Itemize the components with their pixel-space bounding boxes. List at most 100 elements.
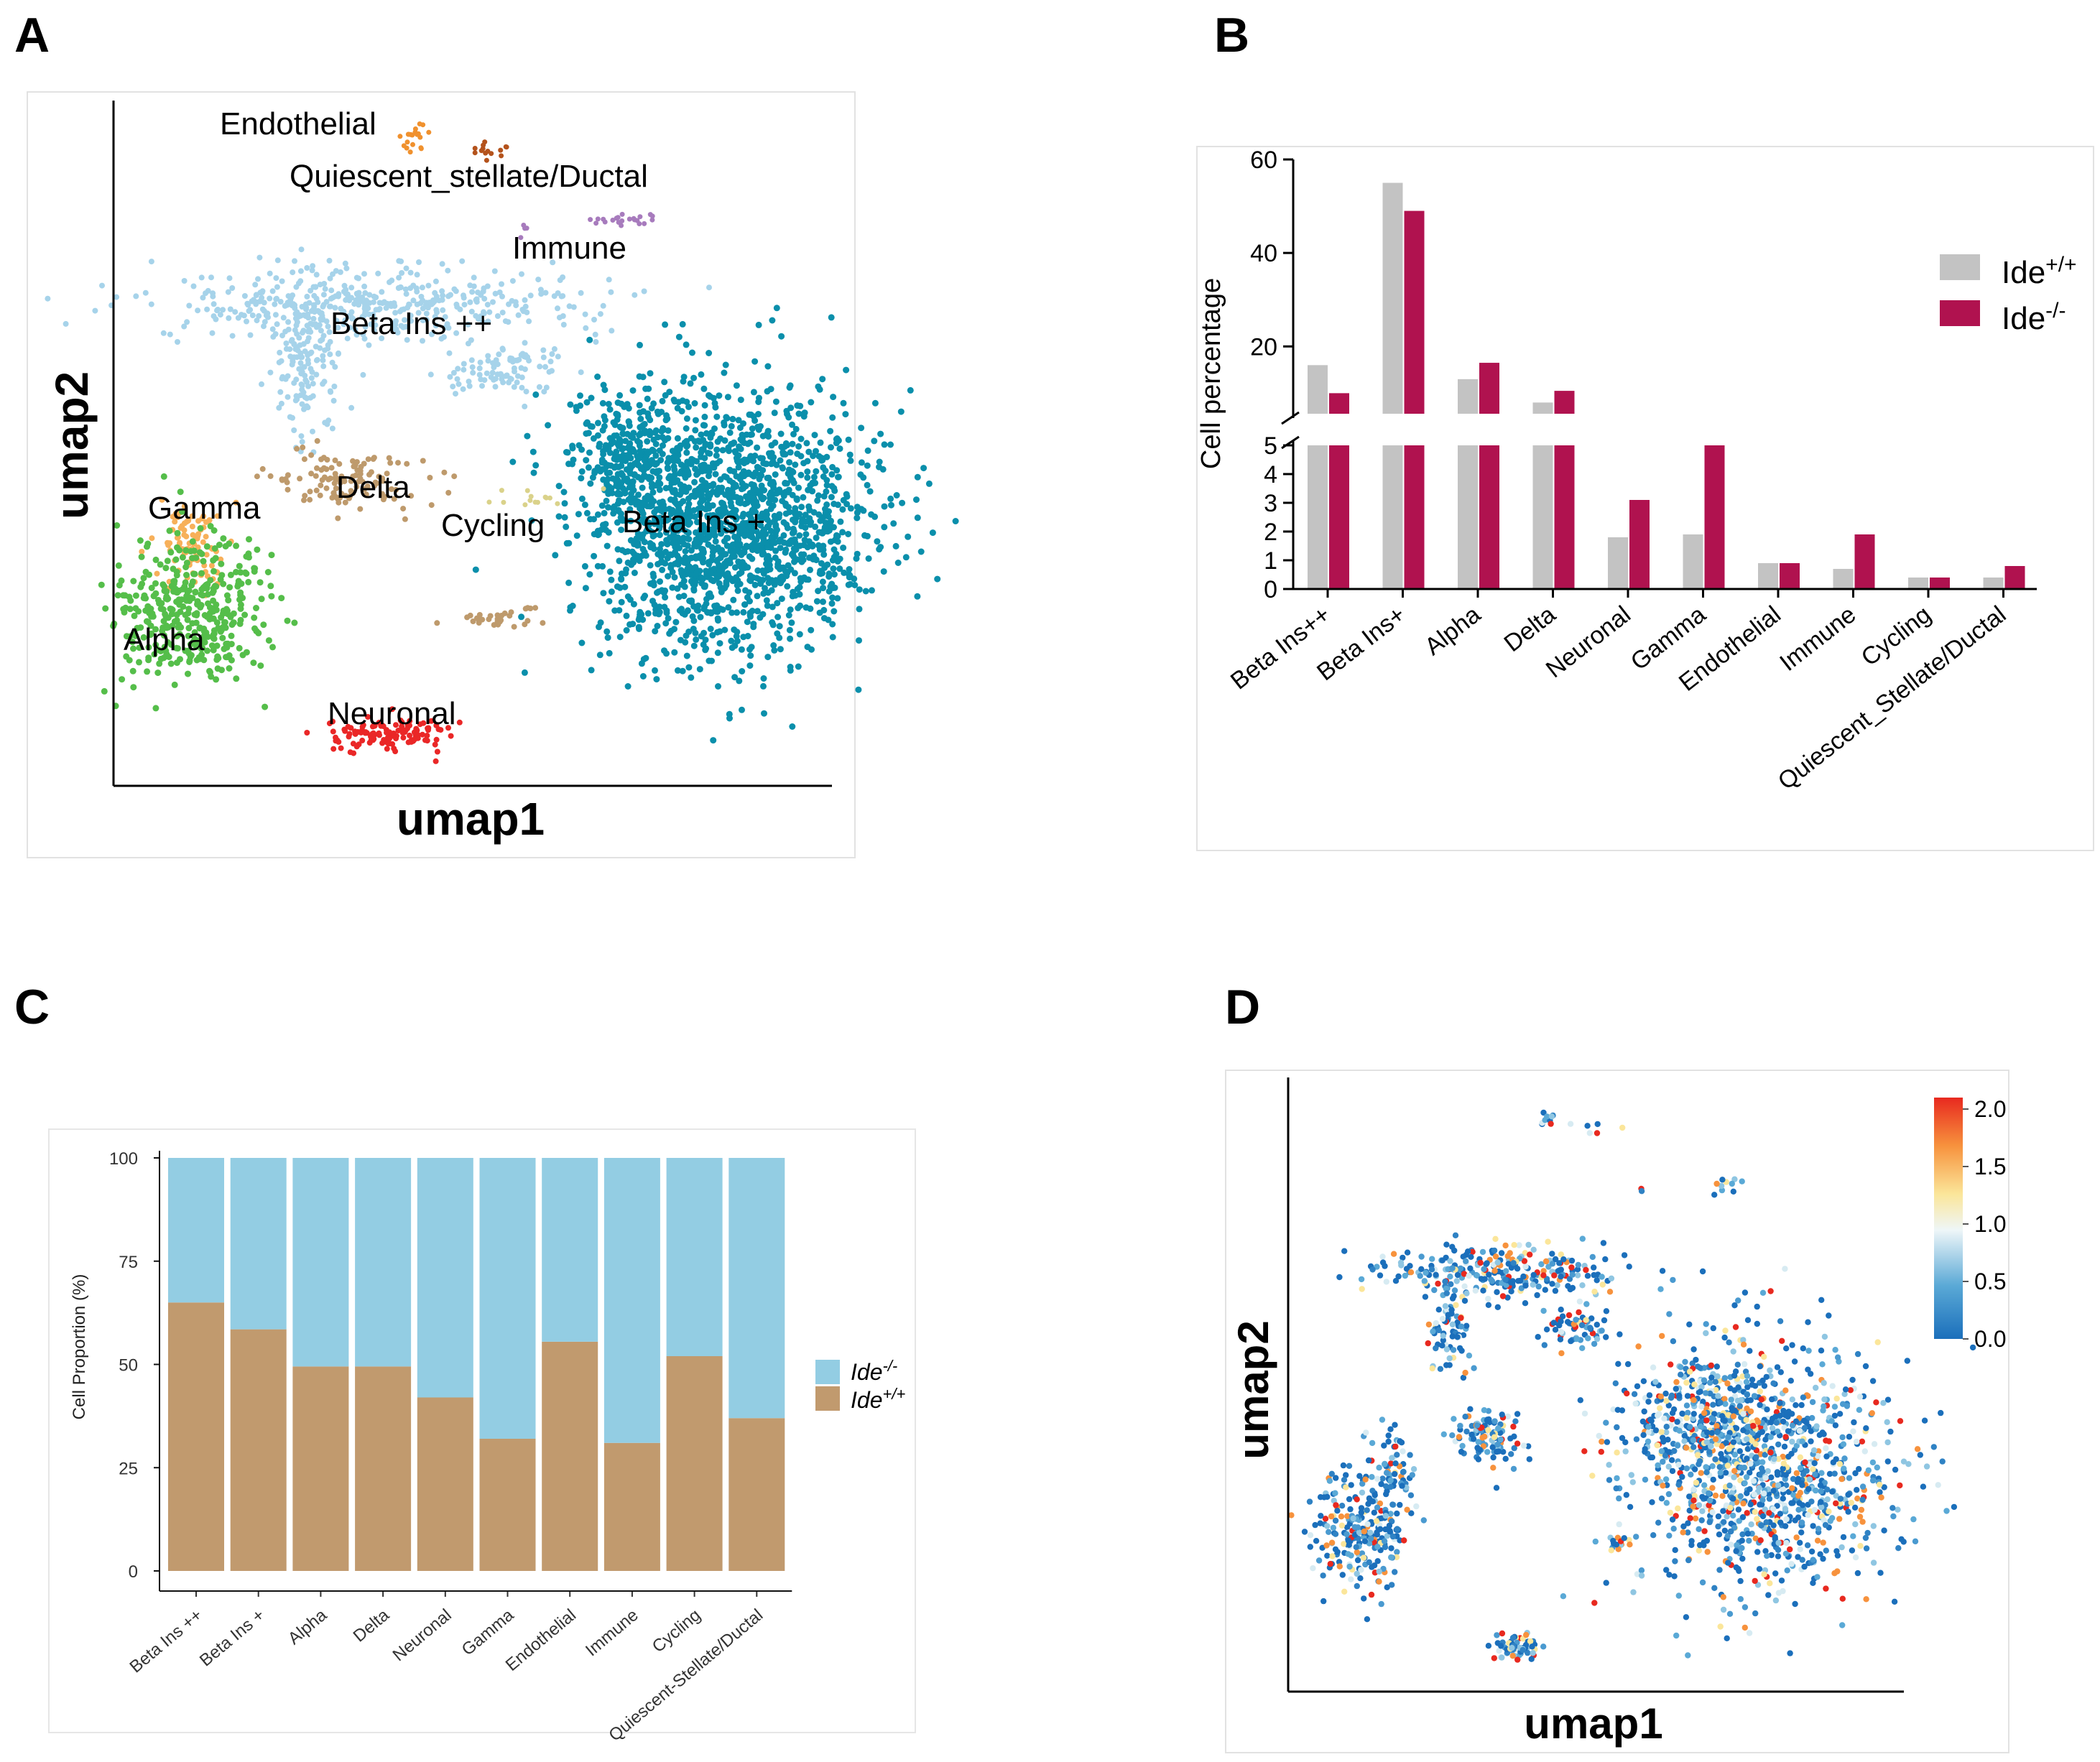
umap-point: [675, 593, 683, 601]
umap-point: [451, 286, 458, 292]
umap-point: [1798, 1529, 1805, 1536]
umap-point: [746, 646, 753, 653]
panel-a-ylabel: umap2: [46, 371, 98, 519]
umap-point: [780, 465, 786, 472]
umap-point: [1679, 1410, 1685, 1417]
umap-point: [1690, 1503, 1696, 1510]
umap-point: [679, 320, 686, 328]
umap-point: [1683, 1402, 1690, 1409]
umap-point: [135, 608, 142, 615]
umap-point: [1788, 1561, 1795, 1567]
umap-point: [370, 299, 376, 305]
umap-point: [1726, 1446, 1732, 1452]
umap-point: [810, 473, 818, 481]
umap-point: [1818, 1488, 1824, 1495]
panel-c-ylabel: Cell Proportion (%): [70, 1274, 89, 1420]
umap-point: [494, 313, 501, 319]
umap-point: [828, 314, 835, 321]
umap-point: [226, 315, 232, 321]
umap-point: [490, 299, 496, 305]
umap-point: [256, 254, 263, 261]
umap-point: [1680, 1529, 1686, 1536]
umap-point: [772, 496, 779, 504]
umap-point: [371, 455, 377, 461]
umap-point: [477, 359, 484, 366]
umap-point: [236, 644, 243, 652]
umap-point: [285, 472, 291, 478]
umap-point: [1667, 1394, 1675, 1401]
umap-point: [144, 540, 152, 547]
umap-point: [591, 552, 598, 560]
umap-point: [881, 524, 888, 531]
umap-point: [1889, 1505, 1896, 1511]
umap-point: [194, 601, 201, 608]
umap-point: [293, 284, 300, 290]
umap-point: [614, 489, 621, 496]
umap-point: [718, 488, 725, 496]
umap-point: [601, 413, 608, 420]
umap-point: [1712, 1436, 1719, 1442]
umap-point: [1892, 1466, 1899, 1473]
umap-point: [278, 358, 285, 364]
y-tick-label: 1: [1264, 547, 1277, 575]
umap-point: [267, 473, 274, 479]
umap-point: [654, 410, 662, 417]
x-tick-label: Beta Ins++: [1226, 601, 1336, 695]
umap-point: [733, 515, 740, 522]
umap-point: [601, 465, 609, 473]
umap-point: [1645, 1399, 1652, 1405]
umap-point: [316, 322, 323, 328]
umap-point: [1848, 1499, 1854, 1506]
umap-point: [1789, 1438, 1795, 1445]
umap-point: [1834, 1354, 1841, 1360]
umap-point: [565, 579, 573, 586]
umap-point: [317, 492, 323, 499]
umap-point: [1690, 1346, 1697, 1353]
umap-point: [1603, 1419, 1609, 1426]
umap-point: [1854, 1350, 1861, 1358]
umap-point: [335, 515, 341, 521]
umap-point: [887, 495, 894, 502]
umap-point: [1897, 1482, 1903, 1489]
umap-point: [1839, 1595, 1846, 1602]
umap-point: [710, 737, 717, 744]
umap-point: [1914, 1446, 1921, 1452]
umap-point: [1726, 1482, 1733, 1489]
umap-point: [707, 516, 714, 523]
umap-point: [854, 504, 861, 511]
umap-point: [1667, 1509, 1674, 1516]
umap-point: [522, 366, 528, 373]
umap-point: [142, 289, 149, 296]
umap-point: [1831, 1470, 1838, 1477]
umap-point: [712, 538, 719, 545]
umap-point: [606, 277, 612, 283]
umap-point: [1675, 1481, 1682, 1488]
umap-point: [835, 473, 841, 481]
umap-point: [871, 399, 879, 407]
umap-point: [195, 307, 201, 314]
umap-point: [1874, 1464, 1880, 1471]
umap-point: [1752, 1577, 1758, 1585]
umap-point: [808, 646, 815, 653]
umap-point: [683, 341, 690, 348]
umap-point: [637, 465, 644, 472]
umap-point: [1768, 1419, 1775, 1426]
umap-point: [596, 652, 603, 659]
umap-point: [1842, 1386, 1849, 1393]
umap-point: [789, 593, 796, 600]
umap-point: [182, 547, 190, 554]
umap-point: [623, 627, 630, 634]
umap-point: [451, 473, 458, 480]
umap-point: [1757, 1501, 1763, 1508]
umap-point: [485, 358, 491, 364]
umap-point: [746, 598, 753, 605]
umap-point: [450, 384, 456, 390]
umap-point: [756, 576, 763, 583]
umap-point: [1797, 1454, 1803, 1461]
umap-point: [843, 491, 850, 498]
umap-point: [1696, 1526, 1702, 1532]
umap-point: [864, 447, 871, 454]
umap-point: [713, 460, 721, 467]
umap-point: [635, 491, 642, 499]
umap-point: [678, 486, 685, 493]
